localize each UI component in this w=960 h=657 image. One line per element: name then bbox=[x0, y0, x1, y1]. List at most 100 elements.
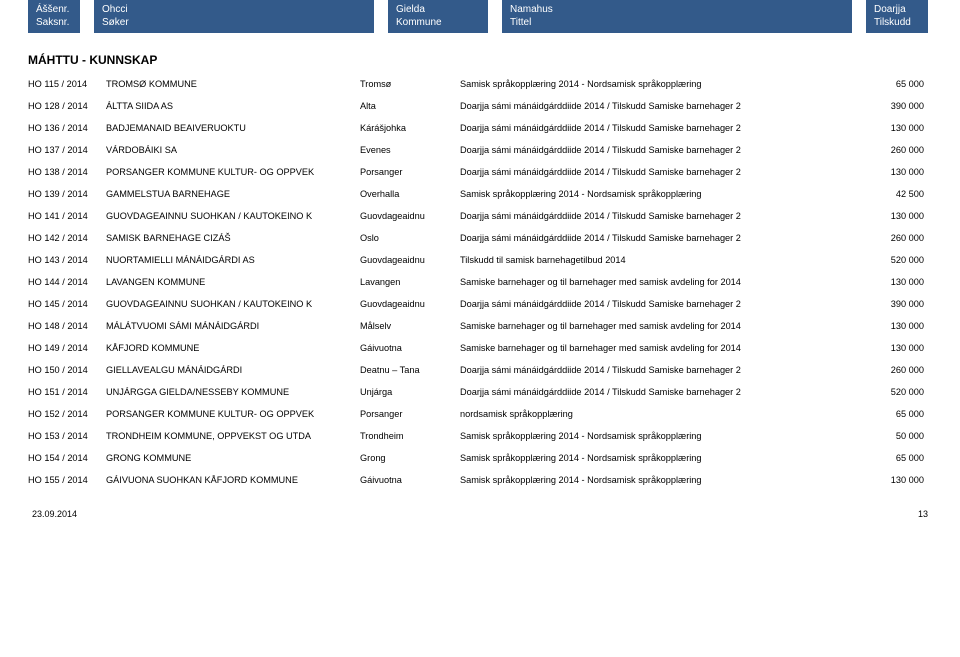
cell-tittel: Doarjja sámi mánáidgárddiide 2014 / Tils… bbox=[460, 299, 868, 309]
cell-komm: Porsanger bbox=[360, 167, 460, 177]
cell-komm: Porsanger bbox=[360, 409, 460, 419]
cell-komm: Guovdageaidnu bbox=[360, 255, 460, 265]
header-label: Saksnr. bbox=[36, 17, 72, 30]
table-row: HO 142 / 2014SAMISK BARNEHAGE CIZÁŠOsloD… bbox=[28, 233, 932, 243]
cell-tittel: Doarjja sámi mánáidgárddiide 2014 / Tils… bbox=[460, 387, 868, 397]
cell-tittel: Doarjja sámi mánáidgárddiide 2014 / Tils… bbox=[460, 211, 868, 221]
cell-soker: LAVANGEN KOMMUNE bbox=[106, 277, 360, 287]
cell-bel: 130 000 bbox=[868, 167, 924, 177]
cell-sak: HO 150 / 2014 bbox=[28, 365, 106, 375]
cell-sak: HO 143 / 2014 bbox=[28, 255, 106, 265]
cell-sak: HO 153 / 2014 bbox=[28, 431, 106, 441]
cell-bel: 520 000 bbox=[868, 255, 924, 265]
cell-bel: 390 000 bbox=[868, 101, 924, 111]
cell-soker: UNJÁRGGA GIELDA/NESSEBY KOMMUNE bbox=[106, 387, 360, 397]
cell-sak: HO 144 / 2014 bbox=[28, 277, 106, 287]
header-label: Áššenr. bbox=[36, 4, 72, 17]
cell-tittel: Tilskudd til samisk barnehagetilbud 2014 bbox=[460, 255, 868, 265]
cell-tittel: Doarjja sámi mánáidgárddiide 2014 / Tils… bbox=[460, 101, 868, 111]
cell-soker: NUORTAMIELLI MÁNÁIDGÁRDI AS bbox=[106, 255, 360, 265]
cell-bel: 50 000 bbox=[868, 431, 924, 441]
cell-bel: 65 000 bbox=[868, 79, 924, 89]
header-col-tittel: Namahus Tittel bbox=[502, 0, 852, 33]
header-label: Tilskudd bbox=[874, 17, 920, 30]
cell-tittel: Samisk språkopplæring 2014 - Nordsamisk … bbox=[460, 453, 868, 463]
table-row: HO 139 / 2014GAMMELSTUA BARNEHAGEOverhal… bbox=[28, 189, 932, 199]
cell-sak: HO 149 / 2014 bbox=[28, 343, 106, 353]
cell-komm: Guovdageaidnu bbox=[360, 211, 460, 221]
cell-bel: 520 000 bbox=[868, 387, 924, 397]
cell-komm: Gáivuotna bbox=[360, 343, 460, 353]
cell-sak: HO 137 / 2014 bbox=[28, 145, 106, 155]
header-label: Ohcci bbox=[102, 4, 366, 17]
cell-sak: HO 128 / 2014 bbox=[28, 101, 106, 111]
header-label: Namahus bbox=[510, 4, 844, 17]
cell-soker: GUOVDAGEAINNU SUOHKAN / KAUTOKEINO K bbox=[106, 299, 360, 309]
header-col-kommune: Gielda Kommune bbox=[388, 0, 488, 33]
cell-bel: 130 000 bbox=[868, 211, 924, 221]
cell-bel: 65 000 bbox=[868, 453, 924, 463]
table-row: HO 154 / 2014GRONG KOMMUNEGrongSamisk sp… bbox=[28, 453, 932, 463]
cell-komm: Deatnu – Tana bbox=[360, 365, 460, 375]
cell-sak: HO 136 / 2014 bbox=[28, 123, 106, 133]
cell-soker: TRONDHEIM KOMMUNE, OPPVEKST OG UTDA bbox=[106, 431, 360, 441]
cell-bel: 130 000 bbox=[868, 123, 924, 133]
cell-komm: Gáivuotna bbox=[360, 475, 460, 485]
cell-bel: 130 000 bbox=[868, 277, 924, 287]
cell-sak: HO 155 / 2014 bbox=[28, 475, 106, 485]
cell-soker: GUOVDAGEAINNU SUOHKAN / KAUTOKEINO K bbox=[106, 211, 360, 221]
cell-bel: 130 000 bbox=[868, 321, 924, 331]
table-row: HO 138 / 2014PORSANGER KOMMUNE KULTUR- O… bbox=[28, 167, 932, 177]
cell-sak: HO 154 / 2014 bbox=[28, 453, 106, 463]
cell-tittel: Samisk språkopplæring 2014 - Nordsamisk … bbox=[460, 431, 868, 441]
cell-soker: BADJEMANAID BEAIVERUOKTU bbox=[106, 123, 360, 133]
cell-sak: HO 148 / 2014 bbox=[28, 321, 106, 331]
cell-komm: Kárášjohka bbox=[360, 123, 460, 133]
table-row: HO 136 / 2014BADJEMANAID BEAIVERUOKTUKár… bbox=[28, 123, 932, 133]
cell-tittel: nordsamisk språkopplæring bbox=[460, 409, 868, 419]
cell-bel: 260 000 bbox=[868, 365, 924, 375]
cell-tittel: Doarjja sámi mánáidgárddiide 2014 / Tils… bbox=[460, 365, 868, 375]
table-row: HO 149 / 2014KÅFJORD KOMMUNEGáivuotnaSam… bbox=[28, 343, 932, 353]
cell-tittel: Doarjja sámi mánáidgárddiide 2014 / Tils… bbox=[460, 167, 868, 177]
cell-soker: KÅFJORD KOMMUNE bbox=[106, 343, 360, 353]
cell-bel: 42 500 bbox=[868, 189, 924, 199]
cell-sak: HO 138 / 2014 bbox=[28, 167, 106, 177]
cell-komm: Overhalla bbox=[360, 189, 460, 199]
header-gap bbox=[374, 0, 388, 33]
header-bar: Áššenr. Saksnr. Ohcci Søker Gielda Kommu… bbox=[28, 0, 932, 33]
header-gap bbox=[852, 0, 866, 33]
table-row: HO 153 / 2014TRONDHEIM KOMMUNE, OPPVEKST… bbox=[28, 431, 932, 441]
header-col-tilskudd: Doarjja Tilskudd bbox=[866, 0, 928, 33]
cell-tittel: Samiske barnehager og til barnehager med… bbox=[460, 321, 868, 331]
cell-tittel: Samisk språkopplæring 2014 - Nordsamisk … bbox=[460, 189, 868, 199]
cell-bel: 390 000 bbox=[868, 299, 924, 309]
cell-bel: 260 000 bbox=[868, 233, 924, 243]
cell-tittel: Samisk språkopplæring 2014 - Nordsamisk … bbox=[460, 79, 868, 89]
cell-sak: HO 141 / 2014 bbox=[28, 211, 106, 221]
cell-komm: Alta bbox=[360, 101, 460, 111]
cell-komm: Unjárga bbox=[360, 387, 460, 397]
header-gap bbox=[488, 0, 502, 33]
cell-tittel: Doarjja sámi mánáidgárddiide 2014 / Tils… bbox=[460, 123, 868, 133]
cell-sak: HO 142 / 2014 bbox=[28, 233, 106, 243]
table-row: HO 144 / 2014LAVANGEN KOMMUNELavangenSam… bbox=[28, 277, 932, 287]
page-footer: 23.09.2014 13 bbox=[28, 509, 932, 519]
footer-page: 13 bbox=[918, 509, 928, 519]
table-row: HO 141 / 2014GUOVDAGEAINNU SUOHKAN / KAU… bbox=[28, 211, 932, 221]
cell-soker: GAMMELSTUA BARNEHAGE bbox=[106, 189, 360, 199]
cell-komm: Evenes bbox=[360, 145, 460, 155]
cell-soker: ÁLTTA SIIDA AS bbox=[106, 101, 360, 111]
footer-date: 23.09.2014 bbox=[32, 509, 77, 519]
cell-komm: Grong bbox=[360, 453, 460, 463]
header-col-saksnr: Áššenr. Saksnr. bbox=[28, 0, 80, 33]
cell-tittel: Doarjja sámi mánáidgárddiide 2014 / Tils… bbox=[460, 233, 868, 243]
cell-tittel: Doarjja sámi mánáidgárddiide 2014 / Tils… bbox=[460, 145, 868, 155]
header-col-soker: Ohcci Søker bbox=[94, 0, 374, 33]
cell-komm: Tromsø bbox=[360, 79, 460, 89]
cell-tittel: Samiske barnehager og til barnehager med… bbox=[460, 343, 868, 353]
page: Áššenr. Saksnr. Ohcci Søker Gielda Kommu… bbox=[0, 0, 960, 527]
cell-soker: SAMISK BARNEHAGE CIZÁŠ bbox=[106, 233, 360, 243]
cell-sak: HO 151 / 2014 bbox=[28, 387, 106, 397]
section-title: MÁHTTU - KUNNSKAP bbox=[28, 53, 932, 67]
